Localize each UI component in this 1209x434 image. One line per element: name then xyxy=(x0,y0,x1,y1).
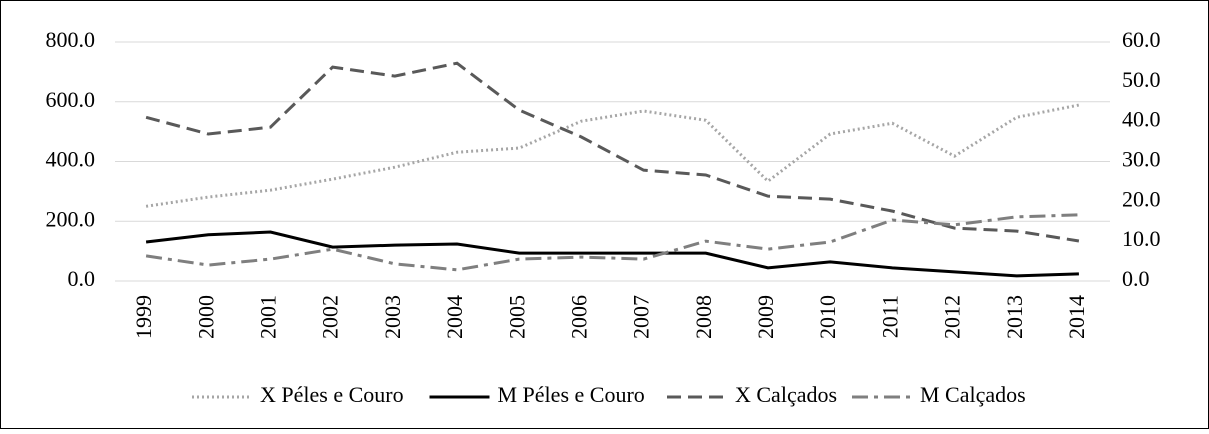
y2-tick-label: 40.0 xyxy=(1122,107,1161,132)
legend-label: M Calçados xyxy=(920,382,1026,407)
x-tick-label: 2007 xyxy=(629,295,654,339)
y2-tick-label: 50.0 xyxy=(1122,67,1161,92)
legend-label: X Péles e Couro xyxy=(260,382,404,407)
y2-tick-label: 10.0 xyxy=(1122,226,1161,251)
x-tick-label: 2014 xyxy=(1064,295,1089,339)
y-tick-label: 400.0 xyxy=(46,147,96,172)
y-tick-label: 600.0 xyxy=(46,87,96,112)
x-tick-label: 2002 xyxy=(318,295,343,339)
series-line xyxy=(145,103,1080,208)
y2-tick-label: 0.0 xyxy=(1122,266,1150,291)
x-tick-label: 2003 xyxy=(380,295,405,339)
y-tick-label: 200.0 xyxy=(46,206,96,231)
x-tick-label: 2005 xyxy=(504,295,529,339)
x-tick-label: 2000 xyxy=(193,295,218,339)
x-tick-label: 1999 xyxy=(131,295,156,339)
legend-label: X Calçados xyxy=(735,382,837,407)
series-line xyxy=(145,230,1079,278)
x-tick-label: 2011 xyxy=(877,295,902,338)
x-tick-label: 2010 xyxy=(815,295,840,339)
legend-label: M Péles e Couro xyxy=(498,382,645,407)
y-tick-label: 800.0 xyxy=(46,27,96,52)
x-tick-label: 2006 xyxy=(566,295,591,339)
x-tick-label: 2001 xyxy=(256,295,281,339)
series-line xyxy=(145,61,1080,243)
x-tick-label: 2009 xyxy=(753,295,778,339)
x-tick-label: 2004 xyxy=(442,295,467,339)
series-line xyxy=(145,213,1079,272)
x-tick-label: 2013 xyxy=(1002,295,1027,339)
y-tick-label: 0.0 xyxy=(68,266,96,291)
x-tick-label: 2008 xyxy=(691,295,716,339)
y2-tick-label: 20.0 xyxy=(1122,186,1161,211)
y2-tick-label: 30.0 xyxy=(1122,147,1161,172)
y2-tick-label: 60.0 xyxy=(1122,27,1161,52)
x-tick-label: 2012 xyxy=(940,295,965,339)
